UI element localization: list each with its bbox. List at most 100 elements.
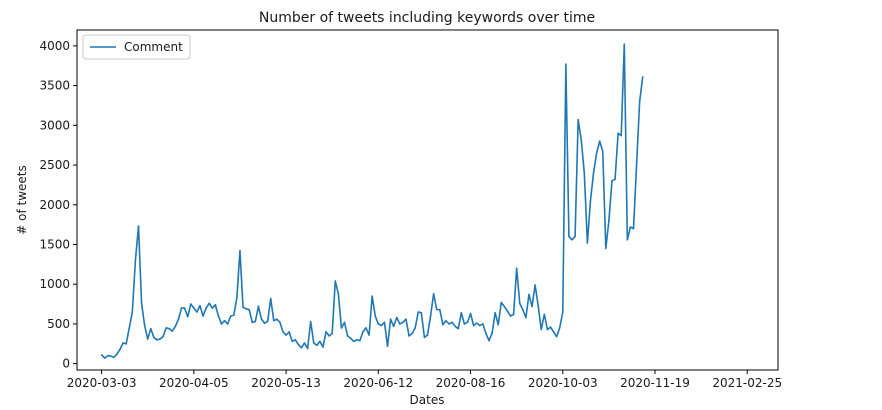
data-point: [223, 319, 226, 322]
data-point: [100, 354, 103, 356]
data-point: [316, 344, 318, 347]
data-point: [319, 340, 321, 343]
data-point: [540, 328, 543, 331]
data-point: [276, 318, 278, 320]
data-point: [402, 321, 404, 324]
data-point: [586, 242, 589, 244]
data-point: [288, 331, 290, 333]
data-point: [365, 327, 367, 329]
data-point: [137, 225, 140, 228]
data-point: [417, 311, 420, 313]
y-tick-label: 2000: [39, 198, 70, 212]
data-point: [140, 302, 143, 305]
y-tick-label: 1500: [39, 237, 70, 251]
data-point: [110, 355, 112, 357]
data-point: [260, 318, 263, 320]
data-point: [438, 308, 441, 311]
plot-frame: [76, 29, 779, 371]
data-point: [186, 315, 189, 318]
data-point: [500, 301, 503, 304]
data-point: [165, 327, 167, 329]
x-tick-label: 2021-02-25: [712, 376, 782, 390]
data-point: [552, 331, 555, 333]
data-point: [359, 339, 361, 342]
data-point: [392, 325, 395, 328]
data-point: [199, 304, 201, 307]
data-point: [362, 331, 364, 333]
data-point: [497, 323, 500, 326]
data-point: [380, 324, 383, 327]
data-point: [432, 292, 435, 295]
data-point: [285, 334, 287, 336]
data-point: [131, 311, 134, 313]
data-point: [509, 315, 512, 317]
data-point: [503, 305, 506, 308]
data-point: [340, 327, 343, 329]
data-point: [254, 320, 257, 323]
data-point: [297, 343, 300, 346]
data-point: [242, 306, 244, 309]
data-point: [598, 140, 601, 143]
data-point: [546, 328, 549, 331]
x-tick-label: 2020-11-19: [620, 376, 690, 390]
y-tick-label: 4000: [39, 39, 70, 53]
x-tick-label: 2020-06-12: [343, 376, 413, 390]
data-point: [386, 345, 389, 347]
data-point: [595, 152, 598, 154]
data-point: [568, 235, 570, 238]
x-tick-label: 2020-05-13: [251, 376, 321, 390]
data-point: [196, 311, 198, 313]
data-point: [128, 327, 131, 329]
x-tick-label: 2020-04-05: [159, 376, 229, 390]
data-point: [159, 338, 161, 340]
data-point: [349, 337, 352, 340]
plot-area: [100, 43, 644, 359]
data-point: [522, 308, 524, 311]
data-point: [558, 327, 561, 329]
data-point: [478, 324, 481, 327]
data-point: [589, 199, 592, 202]
data-point: [153, 336, 155, 339]
data-point: [193, 307, 195, 309]
data-point: [208, 302, 211, 305]
data-point: [429, 315, 432, 317]
data-point: [189, 303, 192, 305]
data-point: [263, 322, 266, 324]
data-point: [325, 331, 327, 333]
x-axis-label: Dates: [410, 393, 445, 407]
data-point: [608, 219, 610, 222]
data-point: [395, 316, 398, 319]
data-point: [134, 259, 137, 262]
y-axis-label: # of tweets: [15, 165, 29, 235]
y-tick-label: 3000: [39, 118, 70, 132]
data-point: [294, 339, 297, 341]
data-point: [405, 318, 407, 320]
data-point: [420, 312, 423, 314]
data-point: [168, 327, 171, 330]
data-point: [116, 353, 118, 355]
data-point: [162, 335, 164, 338]
data-point: [426, 334, 429, 336]
data-point: [475, 322, 478, 324]
data-point: [202, 315, 204, 317]
data-point: [236, 296, 238, 299]
data-point: [174, 325, 177, 328]
data-point: [226, 323, 229, 325]
data-point: [577, 118, 579, 121]
data-point: [103, 357, 106, 359]
data-point: [472, 324, 475, 327]
data-point: [617, 132, 619, 135]
data-point: [435, 308, 438, 311]
data-point: [312, 342, 315, 344]
data-point: [269, 297, 272, 300]
data-point: [371, 295, 373, 297]
data-point: [445, 319, 447, 322]
data-point: [466, 321, 469, 324]
data-point: [337, 292, 340, 295]
data-point: [211, 307, 214, 309]
data-point: [331, 332, 333, 335]
data-point: [635, 164, 638, 166]
data-point: [282, 331, 284, 333]
data-point: [411, 332, 413, 335]
